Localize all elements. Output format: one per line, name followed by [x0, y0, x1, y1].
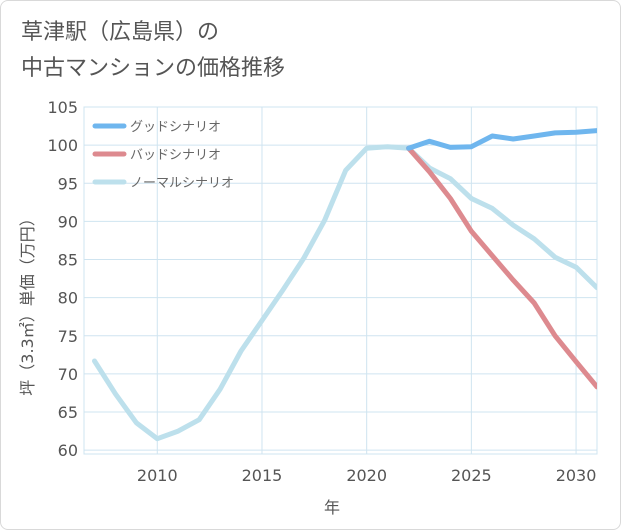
y-tick-label: 75	[58, 327, 78, 346]
legend-good: グッドシナリオ	[92, 120, 221, 135]
y-tick-labels: 60 65 70 75 80 85 90 95 100 105	[47, 98, 78, 460]
series-line-bad	[406, 145, 597, 390]
legend-bad-label: バッドシナリオ	[130, 148, 221, 163]
legend-normal: ノーマルシナリオ	[92, 176, 234, 191]
y-tick-label: 85	[58, 251, 78, 270]
y-tick-label: 80	[58, 289, 78, 308]
x-tick-label: 2025	[451, 466, 492, 485]
x-tick-label: 2030	[556, 466, 597, 485]
x-tick-label: 2010	[137, 466, 178, 485]
title-line-1: 草津駅（広島県）の	[21, 20, 220, 45]
x-tick-label: 2015	[242, 466, 283, 485]
y-tick-label: 90	[58, 212, 78, 231]
title-line-2: 中古マンションの価格推移	[21, 56, 286, 81]
x-axis-label: 年	[324, 498, 340, 517]
series-line-normal	[92, 144, 597, 442]
series-line-good	[406, 128, 597, 151]
y-tick-label: 70	[58, 365, 78, 384]
y-axis-label: 坪（3.3㎡）単価（万円）	[18, 210, 37, 395]
x-tick-labels: 2010 2015 2020 2025 2030	[137, 466, 596, 485]
legend-bad: バッドシナリオ	[92, 148, 221, 163]
legend-normal-label: ノーマルシナリオ	[130, 176, 234, 191]
y-tick-label: 95	[58, 174, 78, 193]
legend-good-label: グッドシナリオ	[130, 120, 221, 135]
y-tick-label: 100	[47, 136, 78, 155]
series-lines	[92, 128, 597, 442]
y-tick-label: 65	[58, 403, 78, 422]
y-tick-label: 60	[58, 441, 78, 460]
grid-lines	[83, 106, 598, 455]
y-tick-label: 105	[47, 98, 78, 117]
x-tick-label: 2020	[346, 466, 387, 485]
chart-title: 草津駅（広島県）の 中古マンションの価格推移	[21, 15, 285, 87]
